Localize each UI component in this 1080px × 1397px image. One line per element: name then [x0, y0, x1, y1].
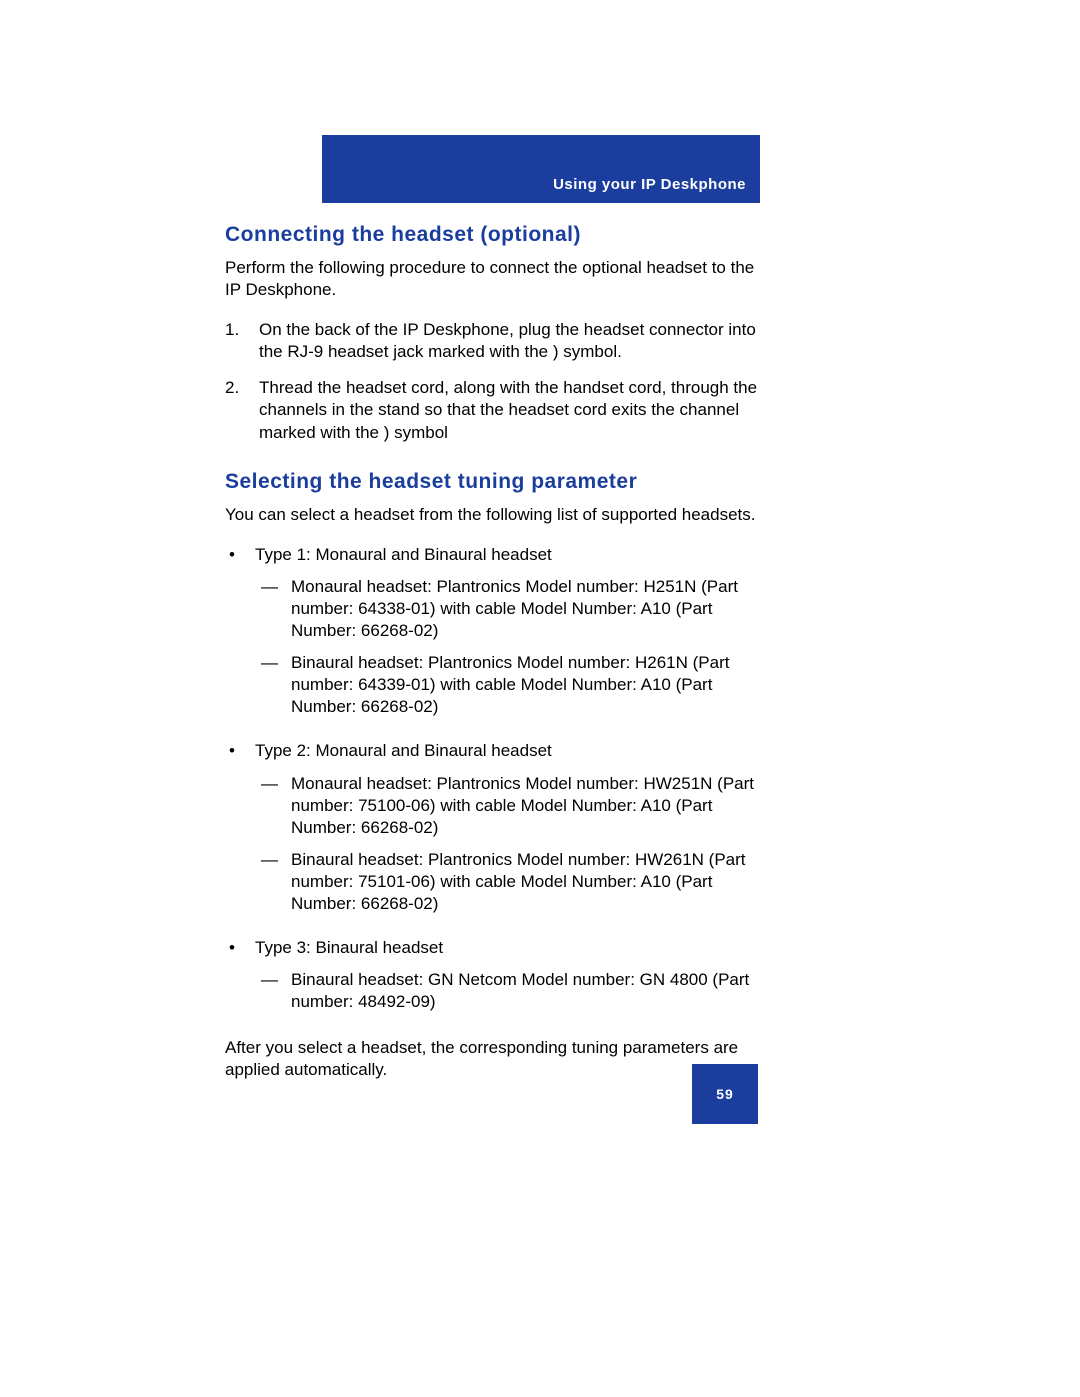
type-item-text: Binaural headset: Plantronics Model numb… — [291, 652, 760, 718]
bullet-icon: • — [225, 740, 255, 925]
step-number: 1. — [225, 319, 259, 363]
dash-icon: — — [255, 969, 291, 1013]
dash-icon: — — [255, 773, 291, 839]
type-items: — Binaural headset: GN Netcom Model numb… — [255, 969, 760, 1013]
dash-icon: — — [255, 849, 291, 915]
type-item-text: Monaural headset: Plantronics Model numb… — [291, 576, 760, 642]
type-label: Type 3: Binaural headset — [255, 938, 443, 957]
type-label: Type 1: Monaural and Binaural headset — [255, 545, 552, 564]
type-item-text: Binaural headset: GN Netcom Model number… — [291, 969, 760, 1013]
dash-icon: — — [255, 576, 291, 642]
bullet-icon: • — [225, 544, 255, 729]
section1-heading: Connecting the headset (optional) — [225, 223, 760, 247]
page-content: Connecting the headset (optional) Perfor… — [225, 223, 760, 1100]
section2-intro: You can select a headset from the follow… — [225, 504, 760, 526]
bullet-icon: • — [225, 937, 255, 1023]
list-item: • Type 3: Binaural headset — Binaural he… — [225, 937, 760, 1023]
type-items: — Monaural headset: Plantronics Model nu… — [255, 773, 760, 916]
step-text: Thread the headset cord, along with the … — [259, 377, 760, 443]
headset-types-list: • Type 1: Monaural and Binaural headset … — [225, 544, 760, 1024]
page-number-box: 59 — [692, 1064, 758, 1124]
list-item: — Monaural headset: Plantronics Model nu… — [255, 576, 760, 642]
list-item: • Type 1: Monaural and Binaural headset … — [225, 544, 760, 729]
dash-icon: — — [255, 652, 291, 718]
section2-outro: After you select a headset, the correspo… — [225, 1037, 760, 1081]
section1-intro: Perform the following procedure to conne… — [225, 257, 760, 301]
list-item: — Binaural headset: Plantronics Model nu… — [255, 849, 760, 915]
list-item: • Type 2: Monaural and Binaural headset … — [225, 740, 760, 925]
type-item-text: Monaural headset: Plantronics Model numb… — [291, 773, 760, 839]
page-number: 59 — [716, 1086, 734, 1102]
header-band: Using your IP Deskphone — [322, 135, 760, 203]
list-item: 2. Thread the headset cord, along with t… — [225, 377, 760, 443]
list-item: — Monaural headset: Plantronics Model nu… — [255, 773, 760, 839]
list-item: — Binaural headset: GN Netcom Model numb… — [255, 969, 760, 1013]
type-item-text: Binaural headset: Plantronics Model numb… — [291, 849, 760, 915]
step-text: On the back of the IP Deskphone, plug th… — [259, 319, 760, 363]
step-number: 2. — [225, 377, 259, 443]
list-item: 1. On the back of the IP Deskphone, plug… — [225, 319, 760, 363]
list-item: — Binaural headset: Plantronics Model nu… — [255, 652, 760, 718]
section1-steps: 1. On the back of the IP Deskphone, plug… — [225, 319, 760, 443]
section2-heading: Selecting the headset tuning parameter — [225, 470, 760, 494]
header-section-label: Using your IP Deskphone — [553, 176, 746, 193]
type-label: Type 2: Monaural and Binaural headset — [255, 741, 552, 760]
type-items: — Monaural headset: Plantronics Model nu… — [255, 576, 760, 719]
